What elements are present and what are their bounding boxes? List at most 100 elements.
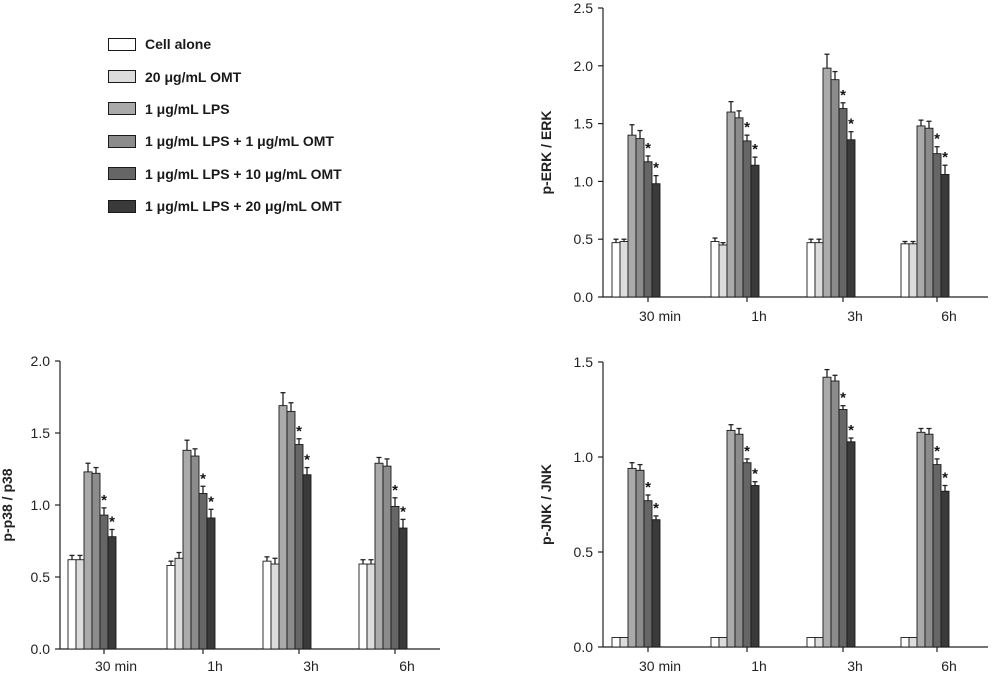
significance-star: * — [645, 140, 651, 157]
y-tick-label: 1.5 — [31, 425, 51, 441]
bar — [358, 563, 368, 650]
bar — [838, 108, 848, 298]
bar — [846, 441, 856, 648]
bar — [846, 139, 856, 298]
significance-star: * — [752, 141, 758, 158]
x-tick-label: 1h — [207, 658, 223, 674]
bar — [718, 637, 728, 648]
bar — [908, 243, 918, 298]
bar — [91, 472, 101, 650]
legend-item-lps: 1 μg/mL LPS — [108, 93, 342, 125]
y-tick-label: 0.0 — [574, 289, 594, 305]
significance-star: * — [744, 443, 750, 460]
significance-star: * — [200, 470, 206, 487]
x-tick-label: 30 min — [95, 658, 137, 674]
bar — [75, 559, 85, 650]
bar — [174, 557, 184, 650]
significance-star: * — [942, 149, 948, 166]
bar — [750, 485, 760, 648]
bar — [302, 474, 312, 650]
y-tick-label: 0.5 — [31, 569, 51, 585]
bar — [286, 410, 296, 650]
significance-star: * — [848, 116, 854, 133]
significance-star: * — [934, 131, 940, 148]
legend-label: 1 μg/mL LPS + 20 μg/mL OMT — [145, 198, 342, 215]
bar — [718, 244, 728, 298]
legend-item-cell-alone: Cell alone — [108, 28, 342, 60]
y-tick-label: 0.0 — [574, 639, 594, 655]
legend-swatch — [108, 102, 136, 116]
bar — [374, 462, 384, 650]
bar — [908, 637, 918, 648]
legend-label: 1 μg/mL LPS + 1 μg/mL OMT — [145, 133, 334, 150]
bar — [270, 563, 280, 650]
y-tick-label: 0.0 — [31, 641, 51, 657]
significance-star: * — [392, 482, 398, 499]
bar — [924, 433, 934, 648]
significance-star: * — [744, 119, 750, 136]
bar — [940, 490, 950, 648]
bar — [294, 444, 304, 650]
bar — [635, 469, 645, 648]
x-tick-label: 6h — [941, 308, 957, 324]
bar — [398, 527, 408, 650]
y-axis-label: p-p38 / p38 — [0, 468, 15, 541]
bar — [390, 505, 400, 650]
bar — [182, 449, 192, 650]
x-tick-label: 3h — [847, 658, 863, 674]
x-tick-label: 1h — [751, 658, 767, 674]
y-tick-label: 2.0 — [574, 58, 594, 74]
significance-star: * — [400, 503, 406, 520]
x-tick-label: 6h — [941, 658, 957, 674]
y-tick-label: 1.0 — [31, 497, 51, 513]
significance-star: * — [208, 493, 214, 510]
bar — [806, 637, 816, 648]
bar — [838, 409, 848, 648]
y-tick-label: 2.5 — [574, 0, 594, 16]
y-tick-label: 1.0 — [574, 449, 594, 465]
legend-swatch — [108, 199, 136, 213]
y-tick-label: 1.5 — [574, 354, 594, 370]
bar — [83, 471, 93, 650]
legend-item-lps-omt-1: 1 μg/mL LPS + 1 μg/mL OMT — [108, 125, 342, 157]
bar — [651, 183, 661, 298]
legend-label: 1 μg/mL LPS — [145, 100, 230, 117]
bar — [262, 560, 272, 650]
x-tick-label: 6h — [399, 658, 415, 674]
x-tick-label: 30 min — [639, 308, 681, 324]
bar — [643, 500, 653, 648]
y-tick-label: 1.5 — [574, 116, 594, 132]
bar — [627, 467, 637, 648]
bar — [382, 465, 392, 650]
x-tick-label: 30 min — [639, 658, 681, 674]
y-tick-label: 1.0 — [574, 173, 594, 189]
significance-star: * — [752, 466, 758, 483]
bar — [726, 429, 736, 648]
bar — [734, 117, 744, 298]
bar — [900, 243, 910, 298]
bar — [900, 637, 910, 648]
legend-swatch — [108, 167, 136, 181]
bar — [627, 134, 637, 298]
legend-swatch — [108, 70, 136, 84]
y-tick-label: 0.5 — [574, 231, 594, 247]
significance-star: * — [840, 87, 846, 104]
bar — [830, 79, 840, 298]
bar — [635, 138, 645, 298]
significance-star: * — [848, 422, 854, 439]
significance-star: * — [645, 479, 651, 496]
bar — [822, 376, 832, 648]
x-tick-label: 3h — [847, 308, 863, 324]
bar — [366, 563, 376, 650]
bar — [99, 514, 109, 650]
bar — [206, 517, 216, 650]
bar — [916, 125, 926, 298]
bar — [924, 127, 934, 298]
bar — [814, 637, 824, 648]
legend-item-lps-omt-20: 1 μg/mL LPS + 20 μg/mL OMT — [108, 190, 342, 222]
bar — [806, 242, 816, 298]
significance-star: * — [653, 160, 659, 177]
bar — [190, 455, 200, 650]
bar — [619, 241, 629, 298]
